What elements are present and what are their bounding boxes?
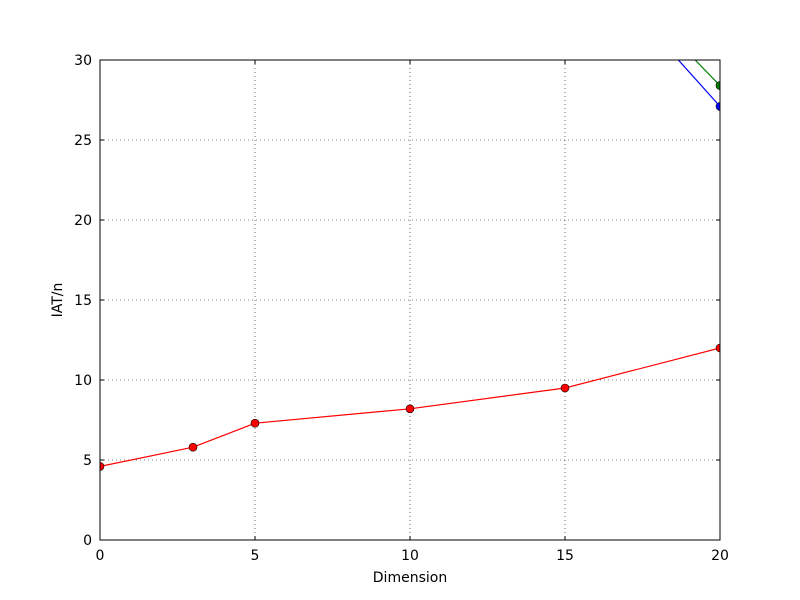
x-tick-label: 0 [96,548,105,564]
series-line [677,60,720,107]
data-point [250,418,260,428]
data-point [715,81,720,90]
y-axis-label: IAT/n [50,283,66,318]
data-point [560,383,570,393]
x-tick-label: 20 [711,548,729,564]
y-tick-label: 5 [83,453,92,469]
y-tick-label: 25 [74,133,92,149]
ticks: 0 5 10 15 20 0 5 10 15 20 25 30 [74,53,729,564]
data-point [188,442,198,452]
x-axis-label: Dimension [373,570,447,586]
data-point [715,343,720,353]
plot-area [100,60,720,471]
x-tick-label: 10 [401,548,419,564]
y-tick-label: 20 [74,213,92,229]
series-line [100,347,720,467]
x-tick-label: 15 [556,548,574,564]
y-tick-label: 0 [83,533,92,549]
y-tick-label: 15 [74,293,92,309]
y-tick-label: 30 [74,53,92,69]
x-tick-label: 5 [251,548,260,564]
data-point [715,102,720,111]
data-point [100,462,105,471]
y-tick-label: 10 [74,373,92,389]
data-point [405,404,415,414]
